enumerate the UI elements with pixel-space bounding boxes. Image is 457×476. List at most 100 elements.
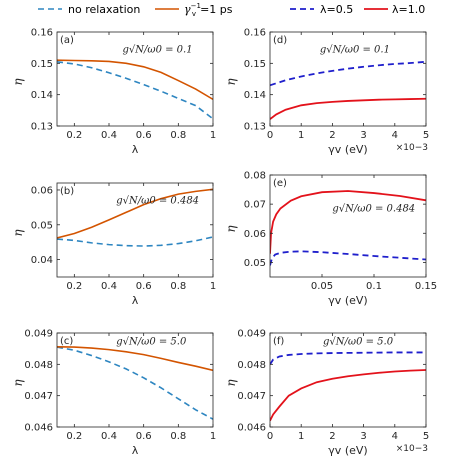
series-line-e-dashed — [270, 250, 426, 266]
axes-frame-e — [269, 174, 427, 278]
x-tick-label-b: 0.6 — [136, 281, 152, 292]
x-tick-label-d: 4 — [392, 130, 398, 141]
y-tick-label-b: 0.06 — [31, 185, 53, 196]
x-tick-label-a: 0.4 — [101, 130, 117, 141]
axes-frame-b — [56, 182, 214, 278]
x-axis-label-d: γv (eV) — [328, 143, 367, 156]
axes-frame-f — [269, 332, 427, 428]
series-line-d-solid — [270, 97, 426, 120]
x-tick-label-e: 0.05 — [311, 281, 333, 292]
y-tick-label-d: 0.14 — [244, 90, 266, 101]
y-tick-label-e: 0.08 — [244, 171, 266, 182]
x-tick-label-c: 0.6 — [136, 431, 152, 442]
panel-a: 0.2 0.4 0.6 0.8 1 0.13 0.14 0.15 0.16 (a) g√N/ω0 =… — [11, 28, 216, 157]
y-tick-label-e: 0.07 — [244, 200, 266, 211]
legend-left: no relaxation γ−1 v =1 ps — [38, 2, 233, 18]
x-tick-label-d: 0 — [267, 130, 273, 141]
x-tick-label-d: 1 — [298, 130, 304, 141]
axes-frame-a — [56, 31, 214, 127]
series-line-b-solid — [57, 188, 213, 239]
y-tick-label-b: 0.04 — [31, 255, 53, 266]
x-axis-label-b: λ — [132, 294, 139, 307]
x-tick-label-f: 1 — [298, 431, 304, 442]
series-line-c-dashed — [57, 346, 213, 420]
x-axis-label-a: λ — [132, 143, 139, 156]
axes-frame-c — [56, 332, 214, 428]
series-line-c-solid — [57, 345, 213, 372]
x-tick-label-a: 0.6 — [136, 130, 152, 141]
y-tick-label-e: 0.06 — [244, 229, 266, 240]
x-tick-label-b: 0.2 — [66, 281, 82, 292]
y-axis-label-c: η — [11, 379, 25, 387]
panel-f: 0 1 2 3 4 5 0.046 0.047 0.048 0.049 (f) g√N/ω0 = 5.… — [224, 329, 429, 458]
annotation-d: g√N/ω0 = 0.1 — [320, 45, 390, 56]
x-multiplier-d: ×10−3 — [396, 143, 428, 153]
y-tick-label-a: 0.16 — [31, 28, 53, 39]
x-tick-label-b: 1 — [210, 281, 216, 292]
annotation-c: g√N/ω0 = 5.0 — [116, 336, 187, 347]
x-multiplier-f: ×10−3 — [396, 444, 428, 454]
legend-right: λ=0.5 λ=1.0 — [290, 3, 425, 16]
x-tick-label-c: 0.4 — [101, 431, 117, 442]
annotation-a: g√N/ω0 = 0.1 — [123, 45, 193, 56]
panel-label-c: (c) — [60, 336, 73, 347]
x-tick-label-f: 2 — [329, 431, 335, 442]
y-tick-label-f: 0.048 — [237, 360, 266, 371]
series-line-f-solid — [270, 369, 426, 422]
y-axis-label-e: η — [224, 225, 238, 233]
y-tick-label-e: 0.05 — [244, 258, 266, 269]
x-tick-label-c: 0.2 — [66, 431, 82, 442]
axes-frame-d — [269, 31, 427, 127]
y-tick-label-a: 0.13 — [31, 122, 53, 133]
x-tick-label-a: 0.8 — [170, 130, 186, 141]
y-tick-label-c: 0.049 — [24, 329, 53, 340]
y-axis-label-d: η — [224, 78, 238, 86]
panel-label-a: (a) — [60, 35, 74, 46]
x-tick-label-f: 3 — [360, 431, 366, 442]
panel-d: 0 1 2 3 4 5 0.13 0.14 0.15 0.16 (d) g√N/ω0 = 0.1 η γv… — [224, 28, 429, 157]
y-tick-label-a: 0.14 — [31, 90, 53, 101]
series-line-d-dashed — [270, 60, 426, 87]
y-tick-label-a: 0.15 — [31, 59, 53, 70]
panels: 0.2 0.4 0.6 0.8 10.130.140.150.16(a)g√N/ω0 =… — [11, 28, 437, 458]
annotation-b: g√N/ω0 = 0.484 — [116, 196, 199, 207]
legend-label-lambda-05: λ=0.5 — [320, 3, 353, 16]
x-axis-label-f: γv (eV) — [328, 444, 367, 457]
y-tick-label-f: 0.047 — [237, 391, 266, 402]
series-line-e-solid — [270, 190, 426, 254]
x-axis-label-e: γv (eV) — [328, 294, 367, 307]
legend-label-relaxation: γ−1 v =1 ps — [184, 2, 233, 18]
x-tick-label-d: 3 — [360, 130, 366, 141]
annotation-f: g√N/ω0 = 5.0 — [323, 336, 394, 347]
x-tick-label-b: 0.4 — [101, 281, 117, 292]
panel-c: 0.2 0.4 0.6 0.8 1 0.046 0.047 0.048 0.049 (c) g√N/… — [11, 329, 216, 458]
x-tick-label-d: 5 — [423, 130, 429, 141]
panel-label-f: (f) — [273, 336, 284, 347]
panel-b: 0.2 0.4 0.6 0.8 1 0.04 0.05 0.06 (b) g√N/ω0 = 0.4… — [11, 182, 216, 307]
series-line-b-dashed — [57, 236, 213, 247]
y-axis-label-a: η — [11, 78, 25, 86]
panel-label-d: (d) — [273, 35, 287, 46]
legend-label-no-relaxation: no relaxation — [68, 3, 140, 16]
y-tick-label-d: 0.13 — [244, 122, 266, 133]
y-tick-label-d: 0.15 — [244, 59, 266, 70]
x-tick-label-f: 5 — [423, 431, 429, 442]
x-tick-label-d: 2 — [329, 130, 335, 141]
legend-label-lambda-10: λ=1.0 — [392, 3, 425, 16]
series-line-f-dashed — [270, 351, 426, 365]
x-tick-label-f: 0 — [267, 431, 273, 442]
series-line-a-dashed — [57, 60, 213, 120]
x-axis-label-c: λ — [132, 444, 139, 457]
y-tick-label-f: 0.049 — [237, 329, 266, 340]
x-tick-label-e: 0.15 — [415, 281, 437, 292]
y-tick-label-f: 0.046 — [237, 423, 266, 434]
panel-e: 0.05 0.1 0.15 0.05 0.06 0.07 0.08 (e) g√N/ω0 = 0… — [224, 171, 437, 308]
y-tick-label-d: 0.16 — [244, 28, 266, 39]
y-tick-label-b: 0.05 — [31, 220, 53, 231]
x-tick-label-b: 0.8 — [170, 281, 186, 292]
panel-label-e: (e) — [273, 178, 287, 189]
x-tick-label-e: 0.1 — [366, 281, 382, 292]
x-tick-label-a: 1 — [210, 130, 216, 141]
y-tick-label-c: 0.046 — [24, 423, 53, 434]
